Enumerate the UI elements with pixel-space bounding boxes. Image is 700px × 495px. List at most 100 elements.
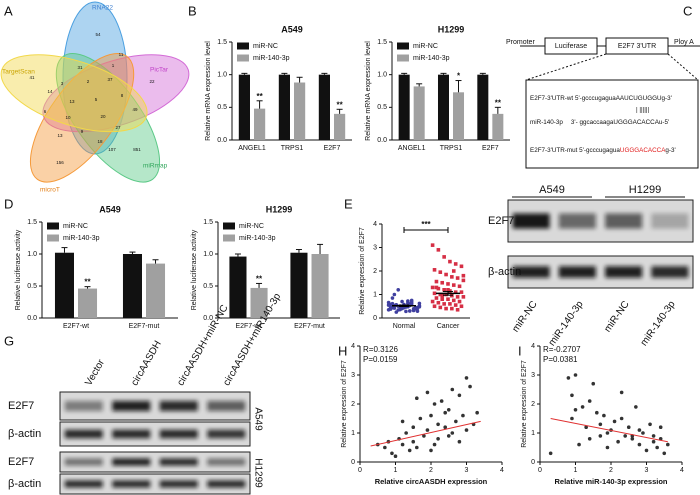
data-point xyxy=(390,451,394,456)
data-point xyxy=(457,284,462,289)
cell-line-label: H1299 xyxy=(629,184,661,196)
y-tick-label: 1.5 xyxy=(217,39,227,46)
y-tick-label: 0.5 xyxy=(217,104,227,111)
lane-label: circAASDH xyxy=(129,339,164,388)
data-point xyxy=(619,390,624,395)
data-point xyxy=(630,437,635,441)
data-point xyxy=(548,451,553,456)
bar xyxy=(78,288,98,318)
venn-region-count: 13 xyxy=(57,133,63,138)
y-tick-label: 0.0 xyxy=(217,137,227,144)
annotation: P=0.0381 xyxy=(543,355,578,364)
venn-region-count: 54 xyxy=(95,32,101,37)
data-point xyxy=(429,448,433,453)
y-tick-label: 4 xyxy=(531,343,535,350)
venn-set-label: miRmap xyxy=(143,163,168,170)
x-tick-label: 4 xyxy=(680,467,684,474)
data-point xyxy=(388,305,393,310)
data-point xyxy=(430,243,435,247)
data-point xyxy=(436,248,441,252)
x-tick-label: Cancer xyxy=(437,323,460,330)
legend-label: miR-140-3p xyxy=(239,235,276,242)
data-point xyxy=(432,304,437,309)
x-tick-label: E2F7-mut xyxy=(294,323,325,330)
construct-diagram: Promoter Luciferase E2F7 3'UTR Ploy A E2… xyxy=(506,37,700,169)
data-point xyxy=(400,442,405,447)
y-axis-label: Relative luciferase activity xyxy=(15,229,22,310)
luciferase-box xyxy=(544,37,598,55)
significance-label: *** xyxy=(421,220,431,229)
venn-region-count: 31 xyxy=(77,65,83,70)
utr-label: E2F7 3'UTR xyxy=(618,43,656,50)
data-point xyxy=(444,306,448,311)
protein-label: E2F7 xyxy=(488,215,514,227)
data-point xyxy=(432,442,437,447)
blot-band xyxy=(207,458,246,466)
data-point xyxy=(430,299,435,304)
data-point xyxy=(637,442,642,447)
venn-region-count: 27 xyxy=(115,125,121,130)
legend-label: miR-NC xyxy=(239,223,264,230)
venn-region-count: 5 xyxy=(95,97,98,102)
panel-label: B xyxy=(188,3,197,18)
panel-label: C xyxy=(683,3,692,18)
data-point xyxy=(450,275,454,279)
blot-band xyxy=(605,213,643,229)
y-tick-label: 3 xyxy=(373,244,377,251)
data-point xyxy=(658,425,663,430)
data-point xyxy=(453,290,458,294)
venn-region-count: 8 xyxy=(121,93,124,98)
chart-title: H1299 xyxy=(438,24,465,34)
y-tick-label: 1 xyxy=(531,430,535,437)
data-point xyxy=(619,416,624,421)
data-point xyxy=(598,422,603,427)
data-point xyxy=(417,304,422,309)
venn-region-count: 107 xyxy=(108,147,116,152)
data-point xyxy=(455,307,460,312)
trend-line xyxy=(550,418,668,443)
y-axis-label: Relative mRNA expression level xyxy=(365,41,372,141)
bar xyxy=(294,82,306,140)
data-point xyxy=(409,300,414,304)
panel-label: D xyxy=(4,196,13,211)
legend-swatch xyxy=(223,234,235,242)
bar xyxy=(238,74,250,140)
zoom-line xyxy=(525,53,607,81)
y-axis-label: Relative expression of E2F7 xyxy=(341,360,348,448)
data-point xyxy=(461,278,466,283)
x-tick-label: E2F7 xyxy=(482,145,499,152)
legend-swatch xyxy=(223,222,235,230)
data-point xyxy=(411,308,416,313)
data-point xyxy=(662,451,667,456)
bar xyxy=(413,86,425,140)
data-point xyxy=(434,285,439,290)
y-tick-label: 1.0 xyxy=(377,72,387,79)
data-point xyxy=(570,393,574,398)
legend-label: miR-140-3p xyxy=(413,55,450,62)
data-point xyxy=(450,387,455,392)
x-tick-label: 3 xyxy=(465,467,469,474)
data-point xyxy=(587,437,592,441)
data-point xyxy=(440,293,445,298)
protein-label: E2F7 xyxy=(8,456,34,468)
x-tick-label: E2F7 xyxy=(324,145,341,152)
bar xyxy=(254,108,266,140)
x-tick-label: 1 xyxy=(394,467,398,474)
data-point xyxy=(415,396,419,401)
data-point xyxy=(442,302,446,306)
bar xyxy=(54,252,74,318)
data-point xyxy=(406,299,410,303)
legend-label: miR-140-3p xyxy=(63,235,100,242)
data-point xyxy=(434,279,439,284)
venn-region-count: 49 xyxy=(132,107,138,112)
y-axis-label: Relative luciferase activity xyxy=(191,229,198,310)
luciferase-label: Luciferase xyxy=(555,43,587,50)
y-tick-label: 1 xyxy=(351,430,355,437)
data-point xyxy=(446,297,450,301)
data-point xyxy=(623,434,627,438)
x-tick-label: 1 xyxy=(574,467,578,474)
data-point xyxy=(440,280,445,285)
legend-swatch xyxy=(237,42,249,50)
x-tick-label: TRPS1 xyxy=(440,145,463,152)
blot-band xyxy=(605,266,643,278)
